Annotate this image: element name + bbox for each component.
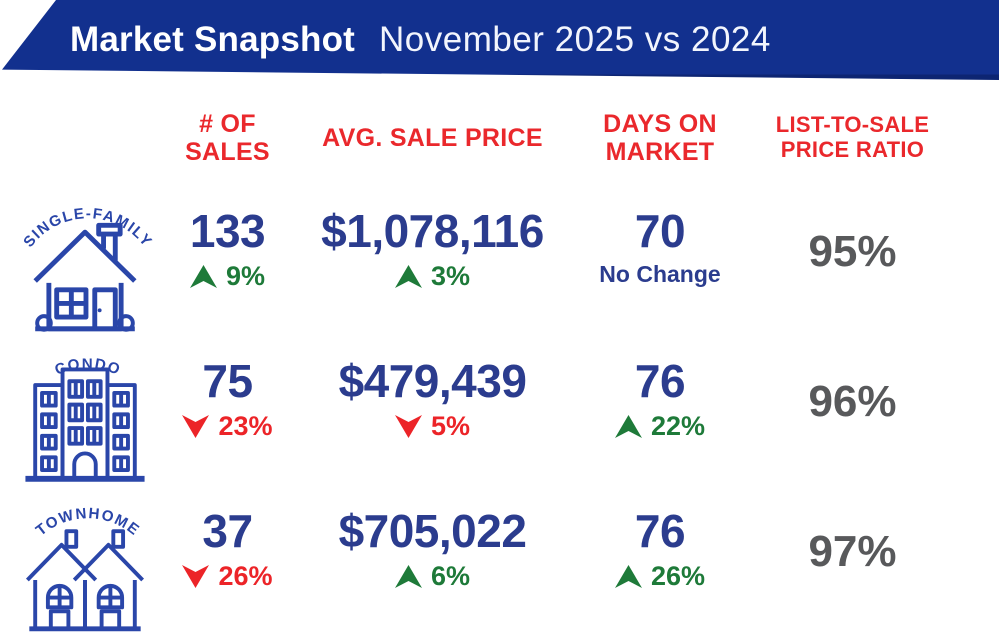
avg-price-change: 6%: [394, 561, 471, 591]
change-value: 23%: [218, 411, 273, 441]
sales-change: 26%: [182, 561, 273, 591]
change-arrow: [394, 415, 422, 438]
row-townhome-icon-cell: TOWNHOME: [0, 484, 165, 632]
sales-change: 23%: [182, 411, 273, 441]
row-single-family-icon-cell: SINGLE-FAMILY: [0, 184, 165, 334]
column-header-days-on-market: DAYS ON MARKET: [575, 92, 745, 184]
days-on-market-value: 70: [634, 205, 686, 257]
condo-avg-price-cell: $479,439 5%: [290, 334, 575, 484]
up-arrow-icon: [189, 265, 217, 288]
townhome-days-on-market-cell: 76 26%: [575, 484, 745, 630]
up-arrow-icon: [394, 565, 422, 588]
category-arc-label: TOWNHOME: [33, 505, 142, 539]
up-arrow-icon: [614, 415, 642, 438]
ratio-value: 95%: [808, 227, 897, 276]
banner-title: Market Snapshot: [70, 20, 355, 59]
category-arc-label: CONDO: [52, 355, 121, 379]
avg-price-change: 5%: [394, 411, 471, 441]
change-arrow: [182, 415, 210, 438]
row-condo-icon-cell: CONDO: [0, 334, 165, 484]
avg-price-value: $705,022: [338, 505, 527, 557]
header-line: AVG. SALE PRICE: [322, 123, 543, 152]
sales-value: 75: [202, 355, 253, 407]
snapshot-table: # OF SALES AVG. SALE PRICE DAYS ON MARKE…: [0, 92, 999, 632]
svg-text:CONDO: CONDO: [52, 355, 123, 379]
up-arrow-icon: [394, 265, 422, 288]
days-on-market-value: 76: [634, 355, 686, 407]
townhome-sales-cell: 37 26%: [165, 484, 290, 630]
change-arrow: [182, 565, 210, 588]
change-arrow: [394, 265, 422, 288]
up-arrow-icon: [614, 565, 642, 588]
townhome-ratio-cell: 97%: [745, 484, 960, 630]
down-arrow-icon: [394, 415, 422, 438]
column-header-avg-sale-price: AVG. SALE PRICE: [290, 92, 575, 184]
change-value: 9%: [225, 261, 266, 291]
header-line: PRICE RATIO: [780, 137, 925, 162]
header-line: LIST-TO-SALE: [775, 112, 930, 138]
down-arrow-icon: [182, 415, 210, 438]
days-on-market-value: 76: [634, 505, 686, 557]
change-value: 5%: [430, 411, 471, 441]
sales-change: 9%: [189, 261, 266, 291]
change-value: 22%: [650, 411, 706, 441]
condo-sales-cell: 75 23%: [165, 334, 290, 484]
single-family-sales-cell: 133 9%: [165, 184, 290, 334]
days-on-market-change: No Change: [599, 263, 720, 286]
down-arrow-icon: [182, 565, 210, 588]
ratio-value: 96%: [808, 377, 897, 426]
header-line: # OF: [199, 109, 256, 138]
days-on-market-change: 22%: [614, 411, 706, 441]
header-line: SALES: [185, 138, 270, 166]
svg-text:SINGLE-FAMILY: SINGLE-FAMILY: [20, 205, 155, 250]
condo-ratio-cell: 96%: [745, 334, 960, 484]
column-header-list-to-sale-ratio: LIST-TO-SALE PRICE RATIO: [745, 92, 960, 184]
change-value: 26%: [218, 561, 273, 591]
change-value: 6%: [430, 561, 471, 591]
single-family-ratio-cell: 95%: [745, 184, 960, 334]
change-arrow: [614, 565, 642, 588]
avg-price-change: 3%: [394, 261, 471, 291]
ratio-value: 97%: [808, 527, 897, 576]
change-arrow: [394, 565, 422, 588]
banner: Market Snapshot November 2025 vs 2024: [2, 0, 999, 80]
single-family-house-icon: SINGLE-FAMILY: [20, 205, 155, 332]
condo-building-icon: CONDO: [25, 355, 145, 482]
change-arrow: [614, 415, 642, 438]
avg-price-value: $479,439: [338, 355, 527, 407]
column-header-sales: # OF SALES: [165, 92, 290, 184]
townhome-icon: TOWNHOME: [25, 505, 145, 632]
change-value: No Change: [599, 261, 721, 287]
condo-days-on-market-cell: 76 22%: [575, 334, 745, 484]
column-header-spacer: [0, 92, 165, 184]
category-arc-label: SINGLE-FAMILY: [20, 205, 154, 250]
townhome-avg-price-cell: $705,022 6%: [290, 484, 575, 630]
days-on-market-change: 26%: [614, 561, 706, 591]
banner-subtitle: November 2025 vs 2024: [379, 20, 771, 59]
change-value: 3%: [430, 261, 471, 291]
change-value: 26%: [650, 561, 706, 591]
single-family-avg-price-cell: $1,078,116 3%: [290, 184, 575, 334]
sales-value: 133: [189, 205, 266, 257]
single-family-days-on-market-cell: 70 No Change: [575, 184, 745, 334]
avg-price-value: $1,078,116: [321, 205, 544, 257]
header-line: DAYS ON: [603, 109, 717, 138]
sales-value: 37: [202, 505, 253, 557]
svg-text:TOWNHOME: TOWNHOME: [33, 505, 143, 539]
header-line: MARKET: [605, 138, 715, 166]
change-arrow: [189, 265, 217, 288]
